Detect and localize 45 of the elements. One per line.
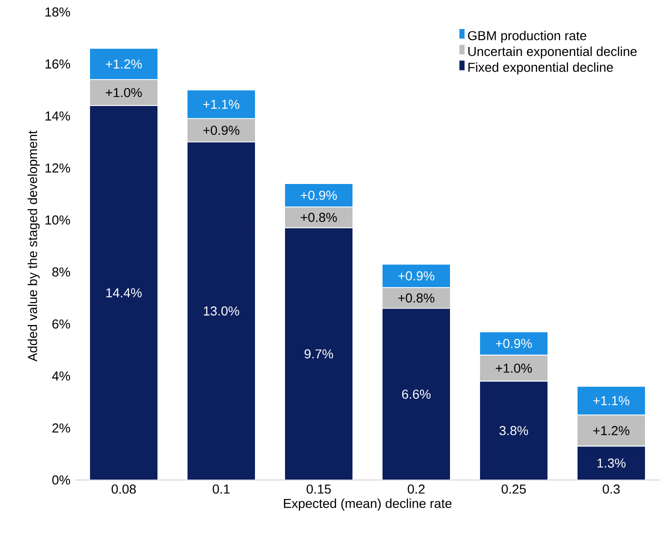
data-label: +0.8% (398, 293, 434, 303)
legend-label: Fixed exponential decline (468, 62, 613, 74)
bar (186, 142, 256, 480)
bar (284, 227, 354, 480)
data-label: +0.8% (300, 212, 337, 222)
x-tick-label: 0.15 (306, 484, 331, 494)
x-axis-title: Expected (mean) decline rate (284, 498, 452, 511)
y-tick-label: 14% (46, 111, 70, 121)
bar (576, 446, 646, 480)
x-tick-label: 0.1 (212, 484, 230, 494)
y-tick-label: 0% (52, 475, 70, 485)
bar (89, 105, 158, 480)
data-label: +1.0% (496, 364, 532, 373)
data-label: +1.1% (203, 100, 240, 109)
data-label: 13.0% (204, 306, 240, 316)
data-label: +1.2% (593, 426, 630, 436)
y-tick-label: 2% (52, 423, 70, 433)
x-tick-label: 0.3 (602, 484, 620, 494)
data-label: 9.7% (304, 349, 334, 358)
data-label: 14.4% (106, 288, 142, 298)
bar (382, 308, 451, 480)
data-label: +0.9% (300, 190, 337, 200)
data-label: +1.2% (106, 59, 142, 69)
y-tick-label: 10% (46, 215, 70, 225)
data-label: 1.3% (597, 458, 626, 468)
legend-label: Uncertain exponential decline (468, 46, 637, 59)
data-label: 6.6% (402, 390, 431, 399)
data-label: +0.9% (496, 338, 532, 348)
legend-label: GBM production rate (468, 30, 586, 43)
data-label: +0.9% (203, 126, 240, 135)
y-tick-label: 8% (52, 267, 70, 277)
data-label: +1.0% (106, 88, 142, 98)
y-tick-label: 16% (46, 59, 70, 69)
y-tick-label: 12% (46, 163, 70, 173)
data-label: 3.8% (499, 426, 528, 436)
data-label: +0.9% (398, 271, 434, 280)
y-tick-label: 18% (46, 7, 70, 17)
x-tick-label: 0.25 (502, 484, 526, 494)
x-tick-label: 0.2 (408, 484, 425, 494)
y-tick-label: 4% (52, 371, 70, 381)
bar (479, 380, 548, 480)
data-label: +1.1% (593, 396, 630, 406)
x-tick-label: 0.08 (112, 484, 136, 494)
y-axis-title: Added value by the staged development (28, 130, 40, 362)
y-tick-label: 6% (52, 319, 70, 329)
